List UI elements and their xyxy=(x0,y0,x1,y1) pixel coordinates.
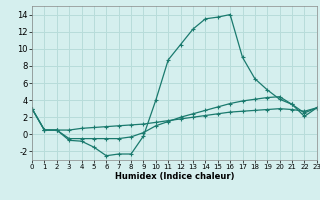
X-axis label: Humidex (Indice chaleur): Humidex (Indice chaleur) xyxy=(115,172,234,181)
